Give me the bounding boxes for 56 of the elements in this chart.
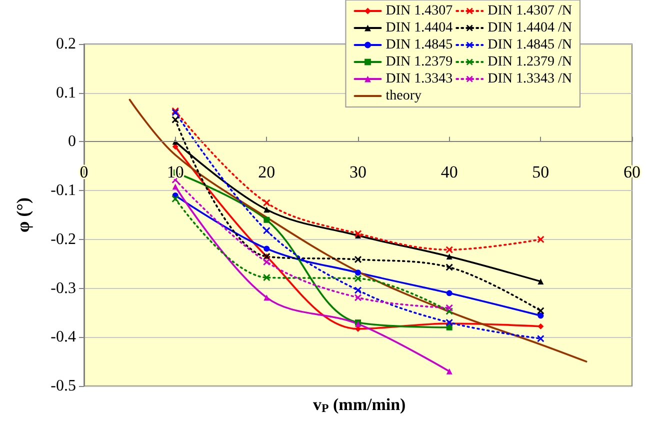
y-tick-label: 0 — [68, 133, 76, 150]
x-tick-label: 30 — [350, 162, 366, 182]
point — [264, 246, 270, 252]
y-tick-label: -0.2 — [50, 230, 76, 248]
point — [537, 236, 544, 243]
point — [355, 270, 361, 276]
point — [263, 199, 270, 206]
legend-label: DIN 1.4845 /N — [488, 38, 572, 52]
point — [446, 324, 452, 330]
point — [354, 275, 362, 282]
point — [172, 184, 178, 190]
point — [446, 254, 452, 260]
point — [446, 304, 453, 312]
point — [354, 256, 362, 263]
point — [537, 335, 544, 342]
point — [263, 274, 270, 282]
x-tick-label: 60 — [624, 162, 640, 182]
point — [263, 258, 270, 266]
point — [446, 246, 453, 254]
legend-label: DIN 1.4307 — [386, 4, 453, 18]
point — [354, 286, 362, 294]
point — [354, 294, 362, 302]
point — [264, 294, 270, 301]
point — [263, 227, 270, 234]
point — [446, 368, 452, 374]
legend-label: theory — [386, 88, 422, 104]
legend-label: DIN 1.4845 — [386, 38, 453, 52]
legend-label: DIN 1.2379 — [386, 54, 453, 70]
x-tick-label: 20 — [258, 162, 276, 182]
x-tick-label: 50 — [532, 162, 550, 182]
point — [446, 290, 452, 296]
point — [538, 323, 544, 330]
point — [172, 116, 179, 124]
y-tick-label: -0.1 — [50, 182, 76, 200]
y-tick-label: -0.4 — [50, 328, 76, 346]
legend-label: DIN 1.3343 — [386, 72, 453, 86]
legend-label: DIN 1.3343 /N — [488, 72, 572, 86]
y-tick-label: -0.5 — [50, 378, 76, 394]
point — [354, 230, 362, 238]
point — [264, 216, 270, 223]
x-tick-label: 0 — [80, 162, 88, 182]
legend-label: DIN 1.4404 — [386, 20, 453, 36]
legend-label: DIN 1.2379 /N — [488, 54, 572, 70]
point — [446, 264, 453, 271]
y-tick-label: 0.2 — [56, 36, 76, 52]
legend-label: DIN 1.4307 /N — [488, 4, 572, 18]
y-tick-label: 0.1 — [56, 84, 76, 102]
point — [264, 206, 270, 213]
x-tick-label: 40 — [440, 162, 458, 182]
point — [172, 195, 179, 202]
y-tick-label: -0.3 — [50, 280, 76, 297]
point — [538, 278, 544, 284]
point — [538, 312, 544, 319]
y-axis-title: φ (°) — [13, 198, 33, 232]
legend-label: DIN 1.4404 /N — [488, 20, 572, 36]
point — [537, 307, 544, 314]
